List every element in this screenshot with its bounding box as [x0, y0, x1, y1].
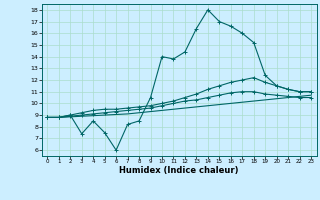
X-axis label: Humidex (Indice chaleur): Humidex (Indice chaleur) [119, 166, 239, 175]
